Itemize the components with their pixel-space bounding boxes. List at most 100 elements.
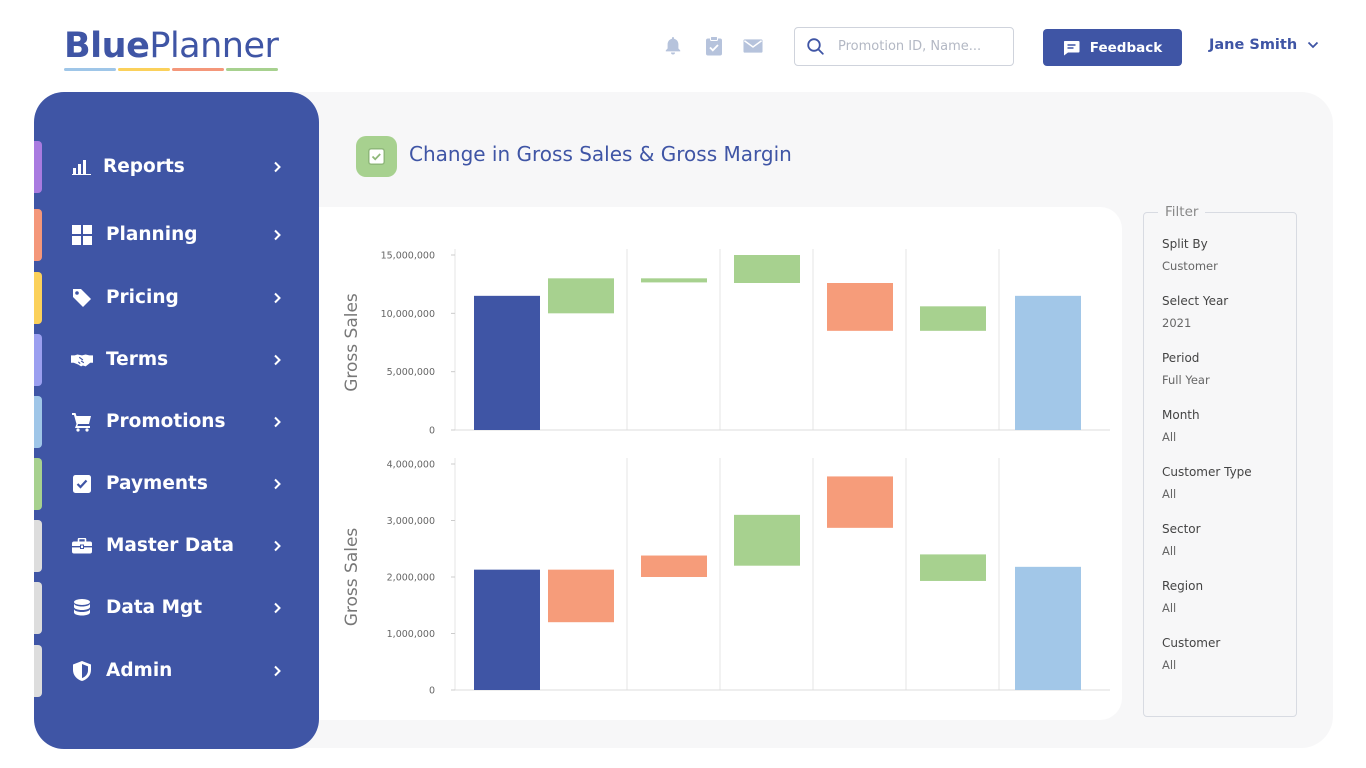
- y-tick-label: 10,000,000: [381, 309, 435, 320]
- feedback-label: Feedback: [1089, 39, 1163, 56]
- sidebar-item-label: Pricing: [106, 287, 179, 308]
- sidebar-item-data-mgt[interactable]: Data Mgt: [34, 582, 319, 634]
- chart-bar: [920, 306, 986, 331]
- chart-bar: [1015, 295, 1081, 430]
- title-check-icon: [356, 136, 397, 177]
- chevron-down-icon: [1308, 41, 1319, 49]
- grid-icon: [71, 225, 93, 245]
- filter-label: Split By: [1162, 237, 1208, 251]
- sidebar-item-label: Terms: [106, 349, 169, 370]
- sidebar-item-accent: [34, 209, 42, 261]
- sidebar-item-label: Master Data: [106, 535, 235, 556]
- sidebar-item-label: Payments: [106, 473, 208, 494]
- chat-icon: [1063, 40, 1080, 55]
- bell-icon[interactable]: [663, 36, 683, 56]
- chart-bar: [641, 555, 707, 577]
- cart-icon: [71, 412, 93, 432]
- search-input[interactable]: [838, 39, 998, 54]
- sidebar-item-accent: [34, 458, 42, 510]
- logo-text-bold: Blue: [64, 26, 150, 66]
- chevron-right-icon: [274, 354, 281, 366]
- chart-bar: [827, 476, 893, 528]
- chevron-right-icon: [274, 416, 281, 428]
- chevron-right-icon: [274, 161, 281, 173]
- y-tick-label: 4,000,000: [387, 460, 435, 471]
- shield-icon: [71, 661, 93, 681]
- filter-label: Region: [1162, 579, 1204, 593]
- sidebar-item-label: Planning: [106, 224, 198, 245]
- logo-stripe: [118, 68, 170, 71]
- checkbox-icon: [71, 474, 93, 494]
- filter-label: Customer Type: [1162, 465, 1252, 479]
- chevron-right-icon: [274, 229, 281, 241]
- search-box[interactable]: [794, 27, 1014, 66]
- user-name: Jane Smith: [1209, 37, 1298, 53]
- chart-bar: [920, 554, 986, 581]
- mail-icon[interactable]: [743, 36, 763, 56]
- filter-label: Sector: [1162, 522, 1201, 536]
- y-tick-label: 0: [429, 426, 435, 437]
- filter-label: Select Year: [1162, 294, 1229, 308]
- page-title: Change in Gross Sales & Gross Margin: [409, 142, 792, 166]
- sidebar-item-planning[interactable]: Planning: [34, 209, 319, 261]
- chevron-right-icon: [274, 602, 281, 614]
- chevron-right-icon: [274, 540, 281, 552]
- search-icon: [807, 38, 824, 55]
- filter-value[interactable]: All: [1162, 430, 1177, 444]
- filter-value[interactable]: All: [1162, 487, 1177, 501]
- app-logo[interactable]: BluePlanner: [64, 26, 279, 74]
- sidebar-item-terms[interactable]: Terms: [34, 334, 319, 386]
- filter-label: Customer: [1162, 636, 1221, 650]
- filter-label: Month: [1162, 408, 1200, 422]
- logo-stripe: [172, 68, 224, 71]
- sidebar-item-accent: [34, 141, 42, 193]
- sidebar-item-accent: [34, 272, 42, 324]
- database-icon: [71, 598, 93, 618]
- sidebar-item-label: Promotions: [106, 411, 226, 432]
- sidebar-item-accent: [34, 582, 42, 634]
- sidebar-item-promotions[interactable]: Promotions: [34, 396, 319, 448]
- sidebar-item-admin[interactable]: Admin: [34, 645, 319, 697]
- y-tick-label: 15,000,000: [381, 251, 435, 262]
- chart-bar: [734, 514, 800, 566]
- sidebar-item-reports[interactable]: Reports: [34, 141, 319, 193]
- sidebar-item-accent: [34, 396, 42, 448]
- logo-stripe: [226, 68, 278, 71]
- logo-wordmark: BluePlanner: [64, 26, 279, 66]
- y-tick-label: 1,000,000: [387, 629, 435, 640]
- filter-value[interactable]: All: [1162, 601, 1177, 615]
- chart-card: 0 5,000,000 10,000,000 15,000,000 Gross Sale…: [319, 207, 1122, 720]
- filter-label: Period: [1162, 351, 1200, 365]
- sidebar-item-pricing[interactable]: Pricing: [34, 272, 319, 324]
- filter-value[interactable]: Customer: [1162, 259, 1218, 273]
- handshake-icon: [71, 350, 93, 370]
- filter-value[interactable]: Full Year: [1162, 373, 1210, 387]
- chart-bar: [474, 295, 540, 430]
- chart-bar: [641, 278, 707, 283]
- filter-value[interactable]: All: [1162, 658, 1177, 672]
- y-axis-title: Gross Sales: [342, 528, 362, 627]
- feedback-button[interactable]: Feedback: [1043, 29, 1182, 66]
- sidebar-item-accent: [34, 520, 42, 572]
- filter-value[interactable]: 2021: [1162, 316, 1192, 330]
- logo-text-regular: Planner: [149, 26, 279, 66]
- chevron-right-icon: [274, 478, 281, 490]
- chart-bar: [474, 569, 540, 690]
- logo-stripe: [64, 68, 116, 71]
- clipboard-check-icon[interactable]: [704, 36, 724, 56]
- tag-icon: [71, 288, 93, 308]
- sidebar-item-label: Reports: [103, 156, 185, 177]
- user-menu[interactable]: Jane Smith: [1209, 37, 1319, 53]
- filter-panel: [1143, 212, 1297, 717]
- chart-bar: [548, 569, 614, 623]
- y-tick-label: 5,000,000: [387, 367, 435, 378]
- bar-chart-icon: [71, 157, 93, 177]
- filter-value[interactable]: All: [1162, 544, 1177, 558]
- sidebar-item-master-data[interactable]: Master Data: [34, 520, 319, 572]
- chart-bar: [827, 283, 893, 331]
- y-tick-label: 0: [429, 686, 435, 697]
- sidebar-item-payments[interactable]: Payments: [34, 458, 319, 510]
- briefcase-icon: [71, 536, 93, 556]
- chart-bar: [548, 278, 614, 314]
- y-axis-title: Gross Sales: [342, 293, 362, 392]
